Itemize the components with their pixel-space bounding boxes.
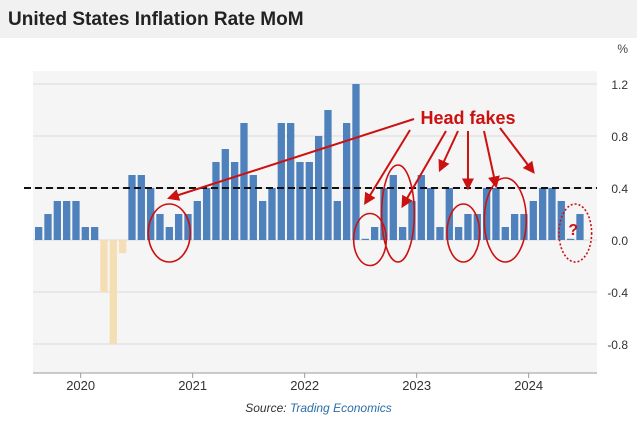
head-fake-circle <box>483 177 528 263</box>
bar[interactable] <box>473 214 481 240</box>
x-tick-label: 2024 <box>514 378 543 393</box>
bar[interactable] <box>576 214 584 240</box>
bar[interactable] <box>268 188 276 240</box>
bar[interactable] <box>389 175 397 240</box>
head-fake-arrow <box>364 129 411 206</box>
bar[interactable] <box>62 201 71 240</box>
bar[interactable] <box>482 188 491 240</box>
bar[interactable] <box>333 201 341 240</box>
chart-title: United States Inflation Rate MoM <box>8 9 304 30</box>
bar[interactable] <box>146 188 155 240</box>
bar[interactable] <box>520 214 528 240</box>
bar[interactable] <box>128 175 136 240</box>
bar[interactable] <box>296 162 304 240</box>
head-fake-arrow <box>401 130 447 209</box>
bar[interactable] <box>109 240 117 344</box>
y-tick-label: 0.4 <box>611 182 628 196</box>
bar[interactable] <box>492 188 500 240</box>
bar[interactable] <box>35 227 43 240</box>
bar[interactable] <box>137 175 145 240</box>
bar[interactable] <box>361 238 369 240</box>
bar[interactable] <box>212 162 220 240</box>
y-axis-unit-label: % <box>617 42 628 56</box>
y-tick-label: -0.8 <box>607 338 628 352</box>
bar[interactable] <box>118 240 127 253</box>
y-tick-label: 1.2 <box>611 78 628 92</box>
question-mark-label: ? <box>568 222 578 239</box>
bar[interactable] <box>44 214 52 240</box>
head-fake-circle <box>147 203 192 263</box>
bar[interactable] <box>314 136 323 240</box>
bar[interactable] <box>277 123 285 240</box>
bar[interactable] <box>230 162 239 240</box>
bar[interactable] <box>370 227 379 240</box>
x-tick-label: 2021 <box>178 378 207 393</box>
bar[interactable] <box>417 175 425 240</box>
y-tick-label: 0.8 <box>611 130 628 144</box>
source-caption: Source: Trading Economics <box>0 401 637 415</box>
head-fake-circle <box>352 212 388 267</box>
bar[interactable] <box>436 227 444 240</box>
bar[interactable] <box>72 201 80 240</box>
question-circle <box>558 203 593 263</box>
bar[interactable] <box>510 214 519 240</box>
title-bar: United States Inflation Rate MoM <box>0 0 637 38</box>
bar[interactable] <box>193 201 201 240</box>
head-fake-circle <box>380 164 416 263</box>
y-tick-label: 0.0 <box>611 234 628 248</box>
inflation-chart: 1.2 0.8 0.4 0.0 -0.4 -0.8% 2020 2021 2022 2023 202… <box>24 42 628 393</box>
bar[interactable] <box>81 227 89 240</box>
bar[interactable] <box>380 188 388 240</box>
head-fake-arrow <box>167 118 415 201</box>
bar[interactable] <box>53 201 61 240</box>
bar[interactable] <box>258 201 267 240</box>
bar[interactable] <box>408 201 416 240</box>
bar[interactable] <box>538 188 547 240</box>
bar[interactable] <box>221 149 229 240</box>
bar[interactable] <box>184 214 192 240</box>
source-link[interactable]: Trading Economics <box>289 401 392 415</box>
bar[interactable] <box>90 227 99 240</box>
bar[interactable] <box>454 227 463 240</box>
bar[interactable] <box>352 84 360 240</box>
bar[interactable] <box>464 214 472 240</box>
bar[interactable] <box>324 110 332 240</box>
bar[interactable] <box>529 201 537 240</box>
bar[interactable] <box>156 214 164 240</box>
y-tick-label: -0.4 <box>607 286 628 300</box>
head-fake-circle <box>446 203 481 263</box>
bar[interactable] <box>100 240 108 292</box>
bar[interactable] <box>174 214 183 240</box>
bar[interactable] <box>548 188 556 240</box>
x-tick-label: 2023 <box>402 378 431 393</box>
bar[interactable] <box>202 188 211 240</box>
bar[interactable] <box>286 123 295 240</box>
bar[interactable] <box>249 175 257 240</box>
source-prefix: Source: <box>245 401 287 415</box>
bar[interactable] <box>342 123 351 240</box>
head-fakes-label: Head fakes <box>420 108 515 128</box>
x-tick-label: 2022 <box>290 378 319 393</box>
bar[interactable] <box>445 188 453 240</box>
bar[interactable] <box>305 162 313 240</box>
bar[interactable] <box>501 227 509 240</box>
bar[interactable] <box>426 188 435 240</box>
head-fake-arrow <box>499 127 535 174</box>
bar[interactable] <box>398 227 407 240</box>
bar[interactable] <box>165 227 173 240</box>
head-fake-arrow <box>438 130 459 173</box>
head-fake-arrow <box>483 130 500 189</box>
bar[interactable] <box>566 238 575 240</box>
bar[interactable] <box>240 123 248 240</box>
x-tick-label: 2020 <box>66 378 95 393</box>
